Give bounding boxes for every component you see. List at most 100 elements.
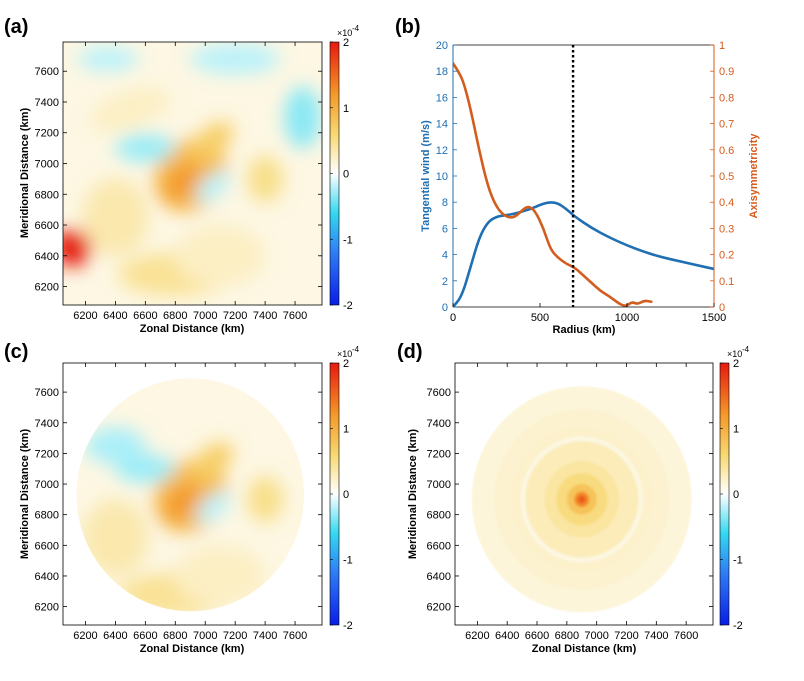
x-tick-label: 7200 xyxy=(223,310,247,322)
x-tick-label: 7400 xyxy=(644,630,668,642)
x-tick-label: 6600 xyxy=(133,630,157,642)
panel-b-label: (b) xyxy=(395,16,421,38)
blob-group xyxy=(82,427,284,612)
colorbar-tick-label: 2 xyxy=(343,358,349,370)
x-tick-label: 7600 xyxy=(283,630,307,642)
panel-a: (a) 6200 6400 6600 6800 7000 7200 7400 7600 620… xyxy=(4,16,360,335)
x-tick-label: 7000 xyxy=(193,310,217,322)
y-tick-label: 6600 xyxy=(35,540,59,552)
x-tick-label: 6800 xyxy=(163,630,187,642)
left-y-tick-label: 6 xyxy=(442,223,448,235)
y-tick-label: 7600 xyxy=(35,387,59,399)
left-y-tick-label: 14 xyxy=(436,119,448,131)
panel-c-colorbar-exponent: -4 xyxy=(352,345,360,354)
x-tick-label: 6600 xyxy=(525,630,549,642)
x-tick-label: 6400 xyxy=(103,630,127,642)
heat-blob xyxy=(284,86,321,149)
heat-blob xyxy=(115,454,176,483)
x-tick-label: 7600 xyxy=(674,630,698,642)
x-tick-label: 1500 xyxy=(702,312,726,324)
panel-b-x-ticks: 0 500 1000 1500 xyxy=(450,303,726,324)
right-y-tick-label: 0 xyxy=(719,302,725,314)
heat-blob xyxy=(192,442,234,480)
x-tick-label: 6800 xyxy=(555,630,579,642)
heat-blob xyxy=(90,87,171,133)
y-tick-label: 6200 xyxy=(35,602,59,614)
y-tick-label: 7400 xyxy=(35,97,59,109)
right-y-tick-label: 1 xyxy=(719,40,725,52)
panel-d: (d) 6200 6400 6600 6800 7000 7200 7400 7600 620… xyxy=(397,341,750,655)
panel-d-ylabel: Meridional Distance (km) xyxy=(407,429,419,560)
right-y-tick-label: 0.5 xyxy=(719,171,734,183)
y-tick-label: 6800 xyxy=(35,510,59,522)
panel-a-x-ticks: 6200 6400 6600 6800 7000 7200 7400 7600 xyxy=(73,42,307,322)
heat-blob xyxy=(63,229,92,267)
colorbar-tick-label: -1 xyxy=(343,234,353,246)
x-tick-label: 7000 xyxy=(193,630,217,642)
x-tick-label: 7400 xyxy=(253,630,277,642)
colorbar-tick-label: -2 xyxy=(343,620,353,632)
colorbar-tick-label: -1 xyxy=(343,555,353,567)
right-y-tick-label: 0.6 xyxy=(719,145,734,157)
colorbar-tick-label: 0 xyxy=(733,489,739,501)
heat-blob xyxy=(192,121,234,160)
heat-blob xyxy=(164,483,202,522)
panel-a-ylabel: Meridional Distance (km) xyxy=(19,108,31,239)
panel-c-axes-frame xyxy=(62,362,323,626)
panel-c-colorbar-exponent-base: ×10 xyxy=(337,349,352,359)
panel-c-colorbar-ticks: 2 1 0 -1 -2 xyxy=(330,358,353,632)
x-tick-label: 6400 xyxy=(495,630,519,642)
left-y-tick-label: 20 xyxy=(436,40,448,52)
heat-blob xyxy=(82,178,149,256)
y-tick-label: 6400 xyxy=(35,251,59,263)
colorbar-tick-label: 1 xyxy=(733,424,739,436)
y-tick-label: 7600 xyxy=(35,66,59,78)
x-tick-label: 7200 xyxy=(223,630,247,642)
y-tick-label: 7400 xyxy=(427,418,451,430)
left-y-tick-label: 0 xyxy=(442,302,448,314)
panel-a-heatmap xyxy=(63,42,322,305)
x-tick-label: 6200 xyxy=(465,630,489,642)
heat-blob xyxy=(175,225,266,287)
y-tick-label: 6800 xyxy=(427,510,451,522)
colorbar-tick-label: 1 xyxy=(343,424,349,436)
heat-blob xyxy=(195,491,231,523)
panel-a-axes-frame xyxy=(62,41,323,306)
heat-blob xyxy=(85,427,146,465)
y-tick-label: 7000 xyxy=(35,479,59,491)
heat-blob xyxy=(175,545,266,607)
y-tick-label: 6200 xyxy=(427,602,451,614)
panel-c-heatmap xyxy=(76,378,305,612)
panel-b-ylabel-left: Tangential wind (m/s) xyxy=(420,120,432,232)
panel-c-xlabel: Zonal Distance (km) xyxy=(140,643,245,655)
right-y-tick-label: 0.7 xyxy=(719,119,734,131)
panel-b-left-y-ticks: 0 2 4 6 8 10 12 14 16 18 20 xyxy=(436,40,457,314)
y-tick-label: 7200 xyxy=(35,448,59,460)
panel-a-y-ticks: 6200 6400 6600 6800 7000 7200 7400 7600 xyxy=(35,66,322,294)
colorbar-tick-label: -2 xyxy=(343,300,353,312)
heat-blob xyxy=(247,155,284,202)
panel-c-x-ticks: 6200 6400 6600 6800 7000 7200 7400 7600 xyxy=(73,363,307,642)
panel-a-colorbar-ticks: 2 1 0 -1 -2 xyxy=(330,37,353,312)
right-y-tick-label: 0.2 xyxy=(719,250,734,262)
heat-ring xyxy=(578,495,586,504)
left-y-tick-label: 4 xyxy=(442,250,448,262)
panel-c-ylabel: Meridional Distance (km) xyxy=(19,429,31,560)
x-tick-label: 1000 xyxy=(615,312,639,324)
panel-d-colorbar-ticks: 2 1 0 -1 -2 xyxy=(720,358,743,632)
panel-c: (c) 6200 6400 6600 6800 7000 7200 7400 7600 620… xyxy=(4,341,360,655)
y-tick-label: 6600 xyxy=(427,540,451,552)
heat-blob xyxy=(247,476,284,523)
y-tick-label: 6400 xyxy=(35,571,59,583)
colorbar-tick-label: 0 xyxy=(343,489,349,501)
panel-a-colorbar-exponent-base: ×10 xyxy=(337,28,352,38)
panel-c-y-ticks: 6200 6400 6600 6800 7000 7200 7400 7600 xyxy=(35,387,322,614)
y-tick-label: 7600 xyxy=(427,387,451,399)
heat-blob xyxy=(115,134,176,162)
panel-b-lines xyxy=(453,62,714,307)
heat-blob xyxy=(82,499,149,576)
right-y-tick-label: 0.3 xyxy=(719,223,734,235)
panel-b-right-y-ticks: 0 0.1 0.2 0.3 0.4 0.5 0.6 0.7 0.8 0.9 1 xyxy=(710,40,734,314)
tangential-wind-line xyxy=(453,201,714,307)
